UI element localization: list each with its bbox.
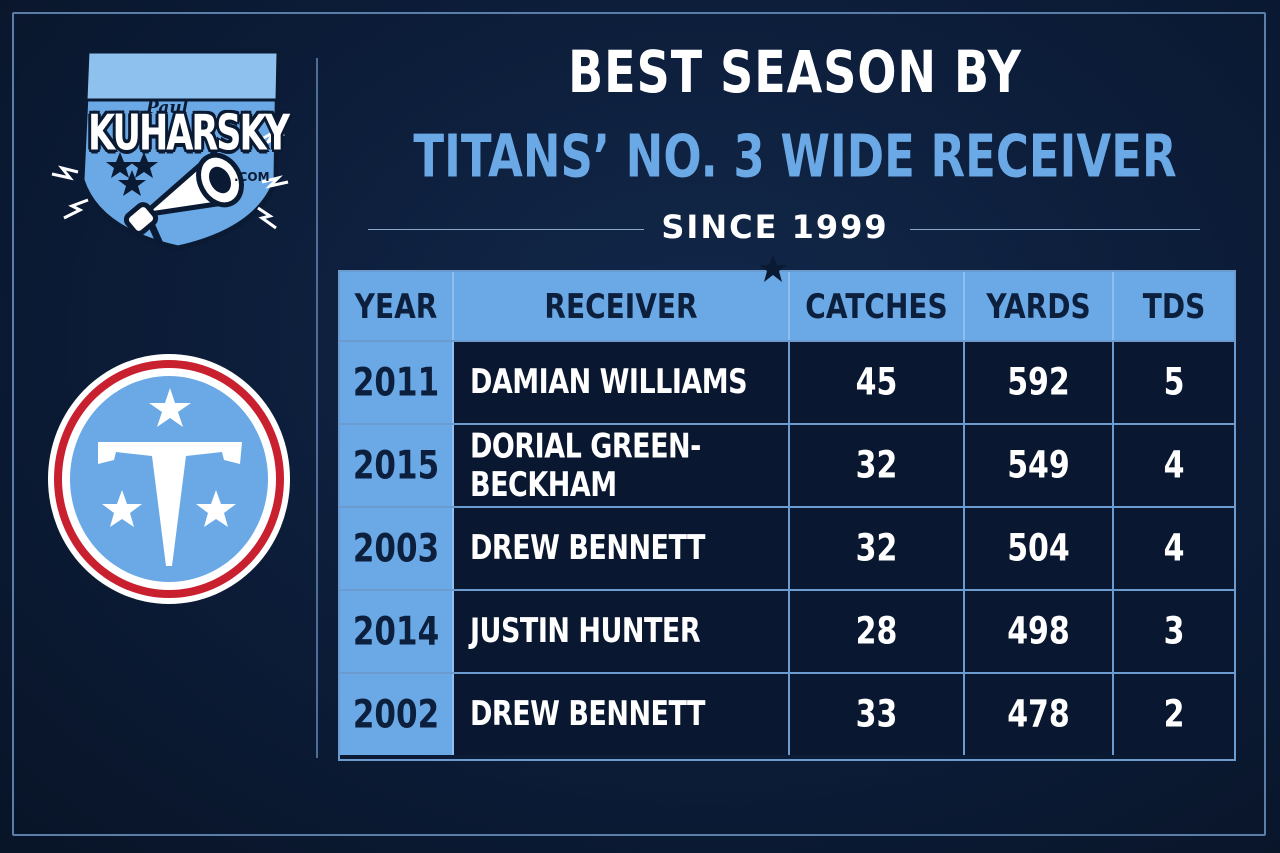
yards-cell: 504 bbox=[965, 508, 1114, 589]
receiver-cell: DAMIAN WILLIAMS bbox=[454, 342, 790, 423]
yards-cell: 592 bbox=[965, 342, 1114, 423]
catches-cell: 28 bbox=[790, 591, 965, 672]
catches-cell: 45 bbox=[790, 342, 965, 423]
tds-cell: 4 bbox=[1163, 526, 1185, 571]
brand-logo: Paul KUHARSKY .COM bbox=[48, 40, 298, 260]
star-icon bbox=[759, 255, 787, 282]
header-receiver: RECEIVER bbox=[454, 272, 790, 340]
header-tds: TDS bbox=[1142, 286, 1206, 326]
brand-last-name: KUHARSKY bbox=[88, 106, 290, 162]
table-row: 2003 DREW BENNETT 32 504 4 bbox=[340, 506, 1234, 589]
receiver-cell: DREW BENNETT bbox=[454, 674, 790, 755]
vertical-divider bbox=[316, 58, 318, 758]
catches-cell: 32 bbox=[790, 425, 965, 506]
table-row: 2002 DREW BENNETT 33 478 2 bbox=[340, 672, 1234, 755]
table-row: 2011 DAMIAN WILLIAMS 45 592 5 bbox=[340, 340, 1234, 423]
tds-cell: 5 bbox=[1163, 360, 1185, 405]
year-cell: 2011 bbox=[340, 342, 454, 423]
subtitle: SINCE 1999 bbox=[661, 208, 889, 246]
year-cell: 2015 bbox=[340, 425, 454, 506]
receiver-cell: DORIAL GREEN-BECKHAM bbox=[454, 425, 790, 506]
receiver-cell: JUSTIN HUNTER bbox=[454, 591, 790, 672]
shield-icon bbox=[51, 49, 289, 251]
brand-domain: .COM bbox=[234, 170, 270, 184]
header-year: YEAR bbox=[340, 272, 454, 340]
title-line-1: BEST SEASON BY bbox=[568, 38, 1022, 106]
table-row: 2014 JUSTIN HUNTER 28 498 3 bbox=[340, 589, 1234, 672]
titans-logo-icon bbox=[48, 354, 290, 604]
year-cell: 2002 bbox=[340, 674, 454, 755]
catches-cell: 32 bbox=[790, 508, 965, 589]
stats-table: YEAR RECEIVER CATCHES YARDS TDS 2011 DAM… bbox=[338, 270, 1236, 761]
subtitle-rule-right bbox=[910, 229, 1200, 230]
table-header-row: YEAR RECEIVER CATCHES YARDS TDS bbox=[340, 272, 1234, 340]
yards-cell: 478 bbox=[965, 674, 1114, 755]
table-row: 2015 DORIAL GREEN-BECKHAM 32 549 4 bbox=[340, 423, 1234, 506]
receiver-cell: DREW BENNETT bbox=[454, 508, 790, 589]
yards-cell: 498 bbox=[965, 591, 1114, 672]
tds-cell: 3 bbox=[1163, 609, 1185, 654]
year-cell: 2014 bbox=[340, 591, 454, 672]
title-line-2: TITANS’ NO. 3 WIDE RECEIVER bbox=[413, 122, 1177, 191]
yards-cell: 549 bbox=[965, 425, 1114, 506]
tds-cell: 4 bbox=[1163, 443, 1185, 488]
year-cell: 2003 bbox=[340, 508, 454, 589]
subtitle-rule-left bbox=[368, 229, 644, 230]
catches-cell: 33 bbox=[790, 674, 965, 755]
header-catches: CATCHES bbox=[790, 272, 965, 340]
header-yards: YARDS bbox=[965, 272, 1114, 340]
frame-border bbox=[12, 12, 1266, 836]
brand-first-name: Paul bbox=[146, 98, 189, 118]
megaphone-icon bbox=[123, 152, 244, 248]
tds-cell: 2 bbox=[1163, 692, 1185, 737]
